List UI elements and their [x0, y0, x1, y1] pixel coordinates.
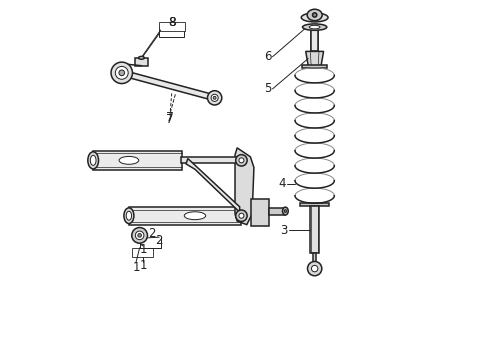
Ellipse shape [302, 24, 327, 30]
Text: 1: 1 [132, 261, 140, 274]
Circle shape [132, 228, 147, 243]
Ellipse shape [90, 156, 96, 165]
Bar [300, 203, 329, 206]
Ellipse shape [283, 207, 288, 215]
Circle shape [135, 231, 144, 240]
Ellipse shape [88, 152, 98, 169]
Circle shape [115, 66, 128, 79]
Bar [270, 207, 285, 215]
Text: 5: 5 [265, 82, 272, 95]
Ellipse shape [313, 13, 317, 17]
Text: 8: 8 [168, 16, 176, 29]
Polygon shape [306, 51, 323, 66]
Text: 1: 1 [140, 259, 147, 272]
Bar [129, 207, 242, 225]
Polygon shape [130, 72, 209, 99]
Circle shape [312, 265, 318, 272]
Ellipse shape [184, 212, 206, 220]
Text: 2: 2 [148, 227, 156, 240]
Text: 4: 4 [279, 177, 286, 190]
Circle shape [239, 213, 244, 218]
Polygon shape [235, 148, 254, 225]
Polygon shape [181, 157, 237, 163]
Bar [135, 58, 148, 66]
Text: 3: 3 [281, 224, 288, 237]
Circle shape [213, 96, 216, 99]
Ellipse shape [307, 9, 322, 21]
Bar [159, 22, 185, 31]
Ellipse shape [119, 157, 139, 164]
Circle shape [207, 91, 222, 105]
Text: 7: 7 [166, 113, 174, 126]
Ellipse shape [301, 13, 328, 22]
Circle shape [236, 155, 247, 166]
Circle shape [111, 62, 132, 84]
Bar [159, 27, 184, 37]
Bar [132, 248, 153, 257]
Ellipse shape [309, 25, 320, 29]
Circle shape [239, 158, 244, 163]
Text: 8: 8 [168, 16, 175, 29]
Text: 6: 6 [265, 50, 272, 63]
Ellipse shape [139, 57, 144, 59]
Bar [302, 65, 327, 68]
Polygon shape [186, 158, 240, 212]
Bar [312, 27, 318, 51]
Circle shape [308, 261, 322, 276]
Text: 2: 2 [155, 234, 163, 247]
Bar [93, 150, 182, 170]
Ellipse shape [124, 208, 134, 224]
Bar [313, 253, 317, 263]
Circle shape [211, 94, 218, 102]
Circle shape [138, 234, 142, 237]
Ellipse shape [284, 210, 287, 212]
Text: 7: 7 [166, 111, 174, 124]
Bar [251, 199, 270, 226]
Circle shape [236, 210, 247, 221]
Text: 1: 1 [140, 243, 147, 256]
Circle shape [119, 70, 124, 76]
Ellipse shape [126, 211, 132, 220]
Bar [310, 206, 319, 253]
